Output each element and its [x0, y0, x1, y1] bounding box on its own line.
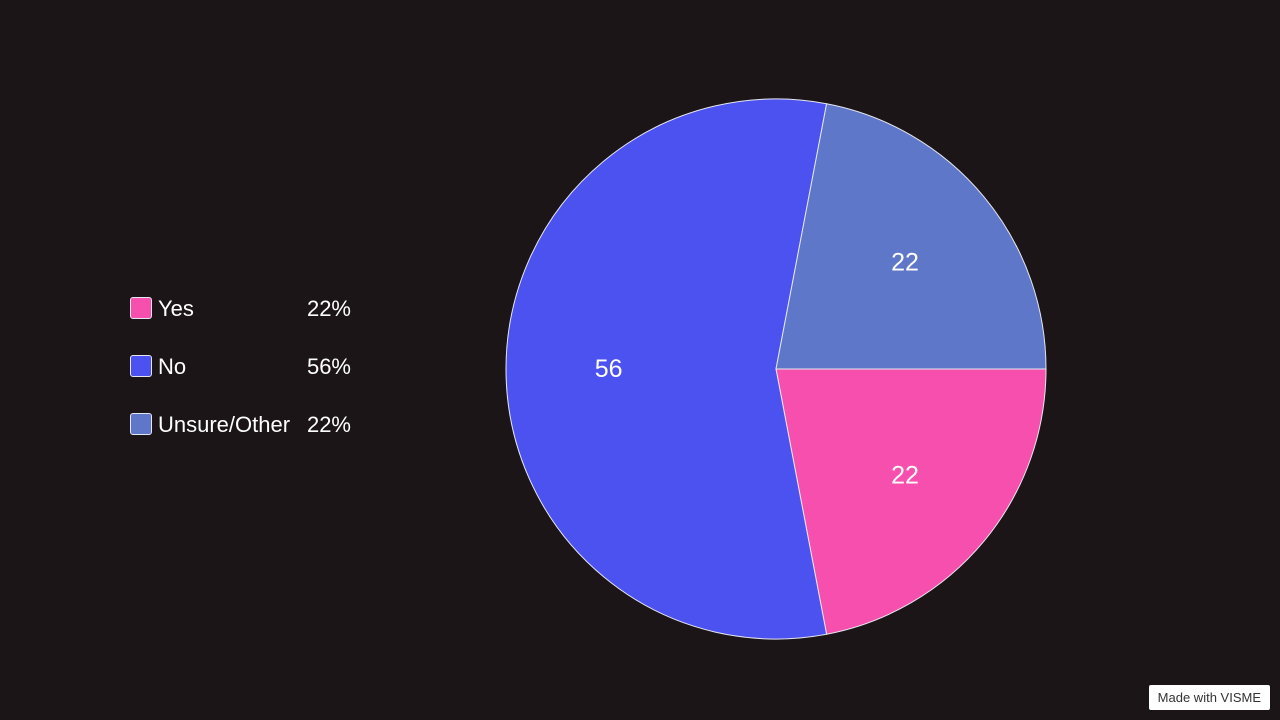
chart-legend: Yes 22% No 56% Unsure/Other 22% [130, 290, 360, 464]
pie-slice-unsure-other[interactable] [775, 103, 1047, 370]
legend-value-unsure-other: 22% [306, 412, 351, 437]
pie-label-yes: 22 [891, 462, 919, 490]
pie-label-no: 56 [595, 355, 623, 383]
legend-item-unsure-other: Unsure/Other 22% [130, 406, 360, 464]
pie-label-unsure-other: 22 [891, 248, 919, 276]
legend-label-yes: Yes [158, 296, 194, 321]
legend-value-no: 56% [306, 354, 351, 379]
legend-value-yes: 22% [306, 296, 351, 321]
legend-item-yes: Yes 22% [130, 290, 360, 348]
legend-label-unsure-other: Unsure/Other [158, 412, 291, 437]
legend-swatch-yes [130, 297, 152, 319]
legend-swatch-unsure-other [130, 413, 152, 435]
legend-swatch-no [130, 355, 152, 377]
made-with-visme-badge[interactable]: Made with VISME [1148, 685, 1270, 710]
pie-slice-yes[interactable] [775, 368, 1047, 635]
pie-slice-no[interactable] [505, 98, 828, 640]
legend-item-no: No 56% [130, 348, 360, 406]
legend-label-no: No [158, 354, 187, 379]
